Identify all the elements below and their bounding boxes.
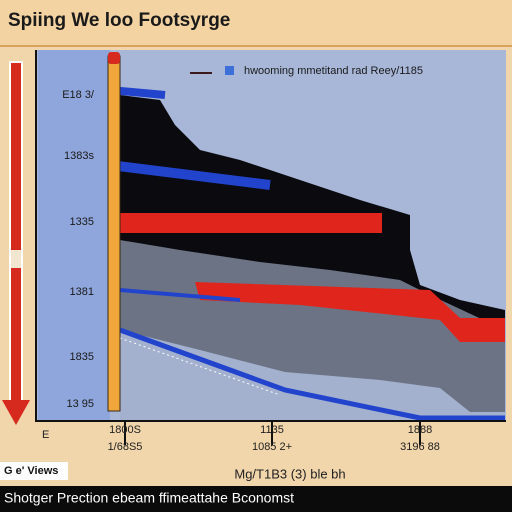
corner-label: E (42, 429, 49, 441)
footer-text: Shotger Prection ebeam ffimeattahe Bcono… (4, 490, 294, 506)
thermometer-marker (11, 250, 21, 268)
y-label: E18 3/ (62, 89, 95, 101)
blue-line (119, 327, 505, 421)
badge (0, 462, 68, 480)
left-band (38, 50, 110, 420)
x-label: 1085 2+ (252, 441, 292, 453)
vertical-bar (107, 55, 121, 412)
x-label: 3196 88 (400, 441, 440, 453)
x-labels: 1800S 1/68S5 1135 1085 2+ 1888 3196 88 (108, 421, 440, 453)
legend-swatch (225, 66, 234, 75)
x-title: Mg/T1B3 (3) ble bh (234, 466, 345, 481)
x-label: 1/68S5 (108, 441, 143, 453)
y-label: 1383s (64, 150, 94, 162)
title: Spiing We loo Footsyrge (8, 10, 230, 31)
blue-line (119, 288, 241, 302)
vertical-bar-cap (108, 52, 120, 64)
y-label: 1381 (70, 286, 94, 298)
badge-text: G e' Views (4, 465, 58, 477)
thermometer-arrow (2, 400, 30, 425)
x-label: 1135 (260, 424, 284, 436)
y-label: 13 95 (66, 398, 94, 410)
blue-line (109, 160, 271, 190)
x-label: 1888 (408, 424, 432, 436)
red-band (195, 282, 505, 342)
y-label: 1335 (70, 216, 94, 228)
dotted-line (119, 337, 281, 396)
lower-area (120, 330, 505, 420)
legend-label: hwooming mmetitand rad Reey/1185 (244, 65, 423, 77)
header-band (0, 0, 512, 46)
y-label: 1835 (70, 351, 94, 363)
y-labels: E18 3/1383s 1335 1381 1835 13 95 (62, 89, 95, 410)
thermometer (9, 61, 23, 403)
footer-bar (0, 486, 512, 512)
red-band (120, 213, 382, 233)
x-label: 1800S (109, 424, 141, 436)
